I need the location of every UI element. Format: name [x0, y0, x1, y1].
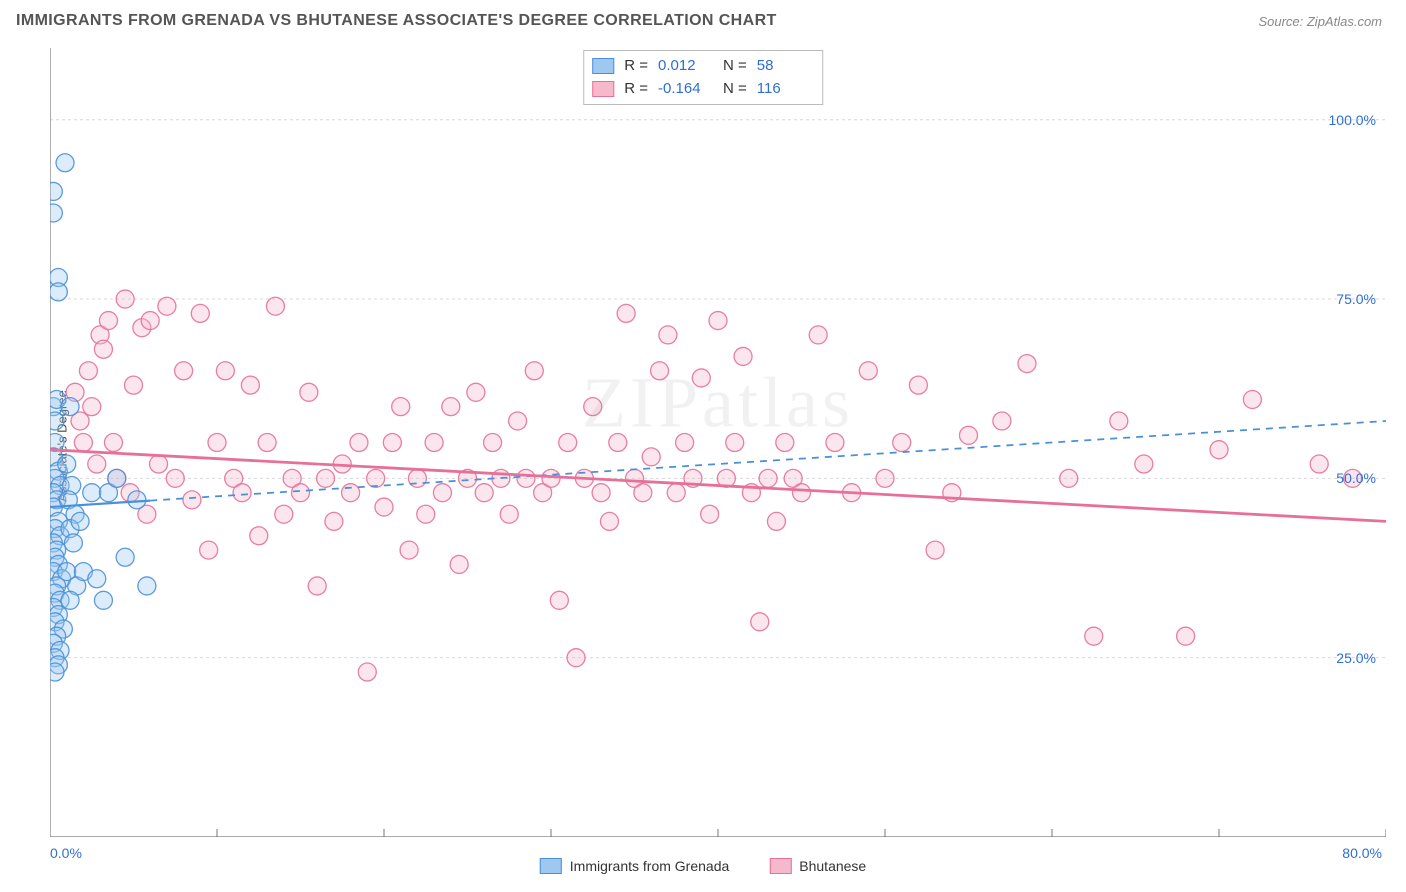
r-value-grenada: 0.012 [658, 55, 713, 78]
n-label: N = [723, 78, 747, 101]
series-legend: Immigrants from Grenada Bhutanese [540, 858, 866, 874]
swatch-bhutanese [592, 81, 614, 97]
stats-legend: R = 0.012 N = 58 R = -0.164 N = 116 [583, 50, 823, 105]
legend-swatch-bhutanese [769, 858, 791, 874]
legend-swatch-grenada [540, 858, 562, 874]
xtick-max: 80.0% [1342, 845, 1382, 861]
swatch-grenada [592, 58, 614, 74]
n-value-bhutanese: 116 [757, 78, 812, 101]
legend-label-bhutanese: Bhutanese [799, 858, 866, 874]
n-label: N = [723, 55, 747, 78]
ytick-100: 100.0% [1329, 112, 1376, 128]
chart-area: ZIPatlas [50, 48, 1386, 837]
r-label: R = [624, 55, 648, 78]
ytick-75: 75.0% [1336, 291, 1376, 307]
r-value-bhutanese: -0.164 [658, 78, 713, 101]
source-attribution: Source: ZipAtlas.com [1258, 14, 1382, 29]
stats-row-grenada: R = 0.012 N = 58 [592, 55, 812, 78]
stats-row-bhutanese: R = -0.164 N = 116 [592, 78, 812, 101]
r-label: R = [624, 78, 648, 101]
legend-item-grenada: Immigrants from Grenada [540, 858, 730, 874]
ytick-25: 25.0% [1336, 650, 1376, 666]
legend-label-grenada: Immigrants from Grenada [570, 858, 730, 874]
ytick-50: 50.0% [1336, 470, 1376, 486]
xtick-min: 0.0% [50, 845, 82, 861]
n-value-grenada: 58 [757, 55, 812, 78]
chart-title: IMMIGRANTS FROM GRENADA VS BHUTANESE ASS… [16, 12, 777, 30]
legend-item-bhutanese: Bhutanese [769, 858, 866, 874]
